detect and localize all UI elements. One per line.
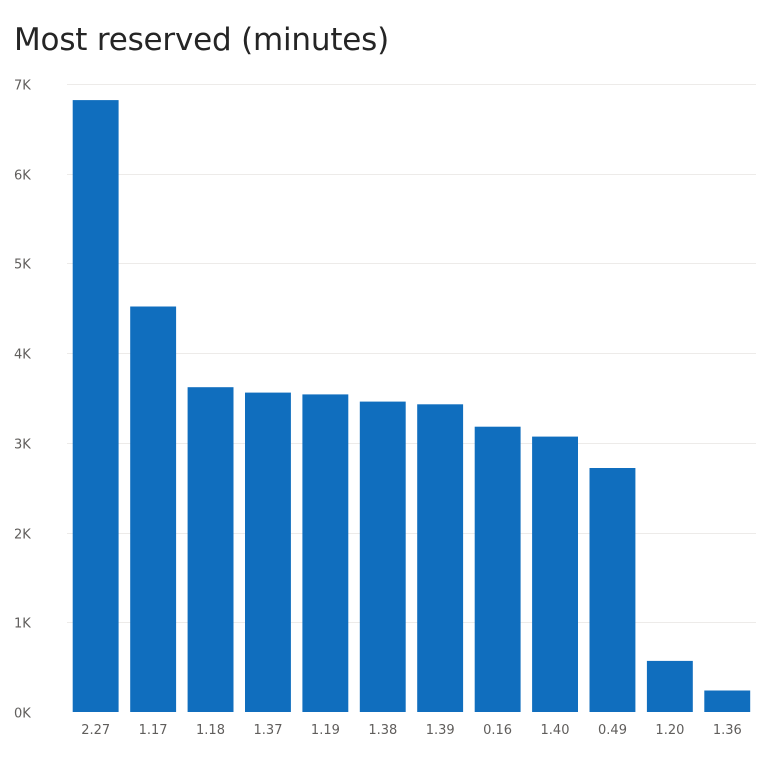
bar[interactable] bbox=[302, 394, 349, 712]
bar[interactable] bbox=[130, 306, 177, 713]
x-tick-label: 1.39 bbox=[426, 723, 455, 738]
bar[interactable] bbox=[589, 468, 636, 712]
x-tick-label: 1.18 bbox=[196, 723, 225, 738]
y-tick-label: 1K bbox=[14, 617, 31, 632]
y-tick-label: 6K bbox=[14, 169, 31, 184]
x-tick-label: 1.36 bbox=[713, 723, 742, 738]
x-tick-label: 2.27 bbox=[81, 723, 110, 738]
y-tick-label: 4K bbox=[14, 348, 31, 363]
y-tick-label: 5K bbox=[14, 258, 31, 273]
bar[interactable] bbox=[72, 100, 119, 713]
y-tick-label: 3K bbox=[14, 438, 31, 453]
x-tick-label: 0.16 bbox=[483, 723, 512, 738]
y-axis-ticks: 0K 1K 2K 3K 4K 5K 6K 7K bbox=[14, 79, 31, 722]
x-tick-label: 1.38 bbox=[368, 723, 397, 738]
bar[interactable] bbox=[532, 436, 578, 712]
bar[interactable] bbox=[359, 401, 406, 712]
x-axis-ticks: 2.27 1.17 1.18 1.37 1.19 1.38 1.39 0.16 1.40 0.49… bbox=[81, 723, 742, 738]
gridlines bbox=[67, 84, 756, 623]
bar[interactable] bbox=[417, 404, 464, 712]
chart-title: Most reserved (minutes) bbox=[14, 22, 389, 58]
x-tick-label: 1.37 bbox=[254, 723, 283, 738]
bar[interactable] bbox=[646, 660, 693, 712]
y-tick-label: 2K bbox=[14, 528, 31, 543]
y-tick-label: 7K bbox=[14, 79, 31, 94]
x-tick-label: 1.20 bbox=[655, 723, 684, 738]
bars bbox=[72, 100, 751, 713]
y-tick-label: 0K bbox=[14, 707, 31, 722]
x-tick-label: 1.19 bbox=[311, 723, 340, 738]
bar[interactable] bbox=[187, 387, 234, 712]
x-tick-label: 1.17 bbox=[139, 723, 168, 738]
x-tick-label: 0.49 bbox=[598, 723, 627, 738]
bar[interactable] bbox=[474, 426, 521, 712]
bar[interactable] bbox=[245, 392, 291, 712]
x-tick-label: 1.40 bbox=[541, 723, 570, 738]
bar[interactable] bbox=[704, 690, 751, 713]
